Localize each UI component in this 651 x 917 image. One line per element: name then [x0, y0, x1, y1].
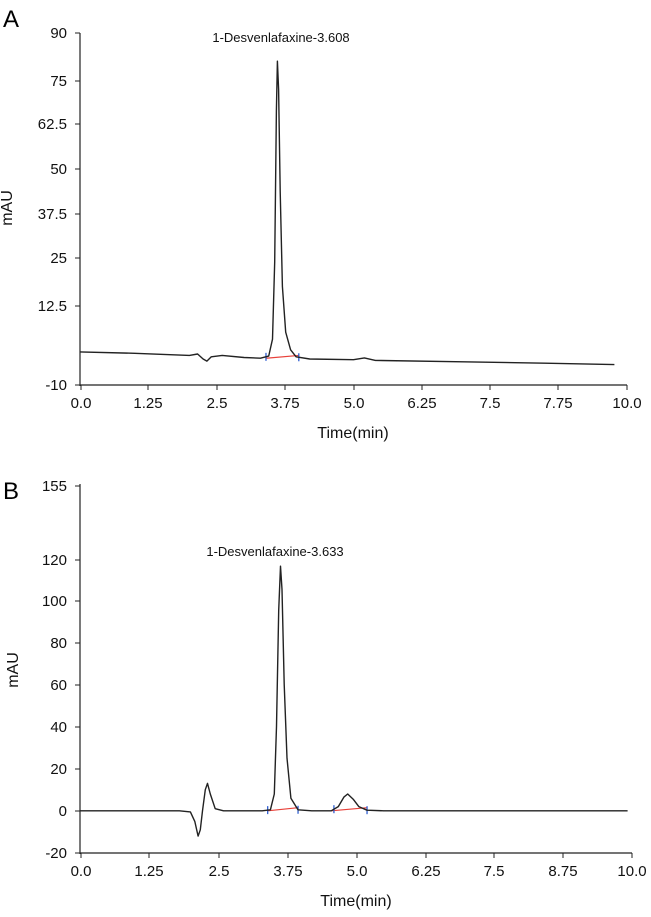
- y-tick-label: 0: [59, 803, 67, 820]
- peak-annotation: 1-Desvenlafaxine-3.633: [206, 544, 343, 559]
- x-tick-label: 7.5: [484, 863, 505, 880]
- y-tick-label: 120: [42, 552, 67, 569]
- x-tick-label: 5.0: [344, 395, 365, 412]
- y-tick-label: -10: [45, 377, 67, 394]
- y-tick-label: 155: [42, 478, 67, 495]
- x-tick-label: 7.5: [480, 395, 501, 412]
- y-axis-label: mAU: [0, 190, 16, 226]
- x-tick-label: 0.0: [71, 863, 92, 880]
- y-tick-label: 20: [50, 761, 67, 778]
- x-tick-label: 10.0: [612, 395, 641, 412]
- x-tick-label: 8.75: [548, 863, 577, 880]
- x-tick-label: 10.0: [617, 863, 646, 880]
- peak-annotation: 1-Desvenlafaxine-3.608: [212, 30, 349, 45]
- x-tick-label: 6.25: [411, 863, 440, 880]
- y-tick-label: 75: [50, 73, 67, 90]
- x-tick-label: 0.0: [71, 395, 92, 412]
- chromatogram-trace: [80, 565, 628, 837]
- panel-label: B: [3, 478, 19, 505]
- x-tick-label: 1.25: [133, 395, 162, 412]
- y-tick-label: 40: [50, 719, 67, 736]
- y-tick-label: 12.5: [38, 298, 67, 315]
- x-tick-label: 5.0: [347, 863, 368, 880]
- panel-b-chart: -20 0 20 40 60 80 100 120 155 0.0 1.25 2.5 3.75 5.0 6.…: [3, 478, 647, 910]
- x-axis-label: Time(min): [320, 893, 391, 910]
- panel-a-chart: -10 12.5 25 37.5 50 62.5 75 90 0.0 1.25 2.5 3.75 5.0…: [0, 6, 642, 442]
- y-tick-label: 80: [50, 635, 67, 652]
- y-tick-label: 60: [50, 677, 67, 694]
- y-tick-label: 62.5: [38, 116, 67, 133]
- x-tick-label: 6.25: [407, 395, 436, 412]
- y-tick-label: 25: [50, 250, 67, 267]
- x-tick-label: 3.75: [270, 395, 299, 412]
- baseline-segment: [267, 807, 299, 812]
- panel-label: A: [3, 6, 19, 33]
- chromatogram-trace: [79, 60, 615, 366]
- y-tick-label: 90: [50, 25, 67, 42]
- y-tick-label: 37.5: [38, 206, 67, 223]
- x-tick-label: 7.75: [543, 395, 572, 412]
- x-tick-label: 3.75: [273, 863, 302, 880]
- y-tick-label: 50: [50, 161, 67, 178]
- x-tick-label: 1.25: [134, 863, 163, 880]
- x-axis-label: Time(min): [317, 425, 388, 442]
- x-tick-label: 2.5: [207, 395, 228, 412]
- x-tick-label: 2.5: [209, 863, 230, 880]
- y-tick-label: -20: [45, 845, 67, 862]
- y-axis-label: mAU: [5, 652, 22, 688]
- baseline-segment: [265, 354, 299, 359]
- y-tick-label: 100: [42, 593, 67, 610]
